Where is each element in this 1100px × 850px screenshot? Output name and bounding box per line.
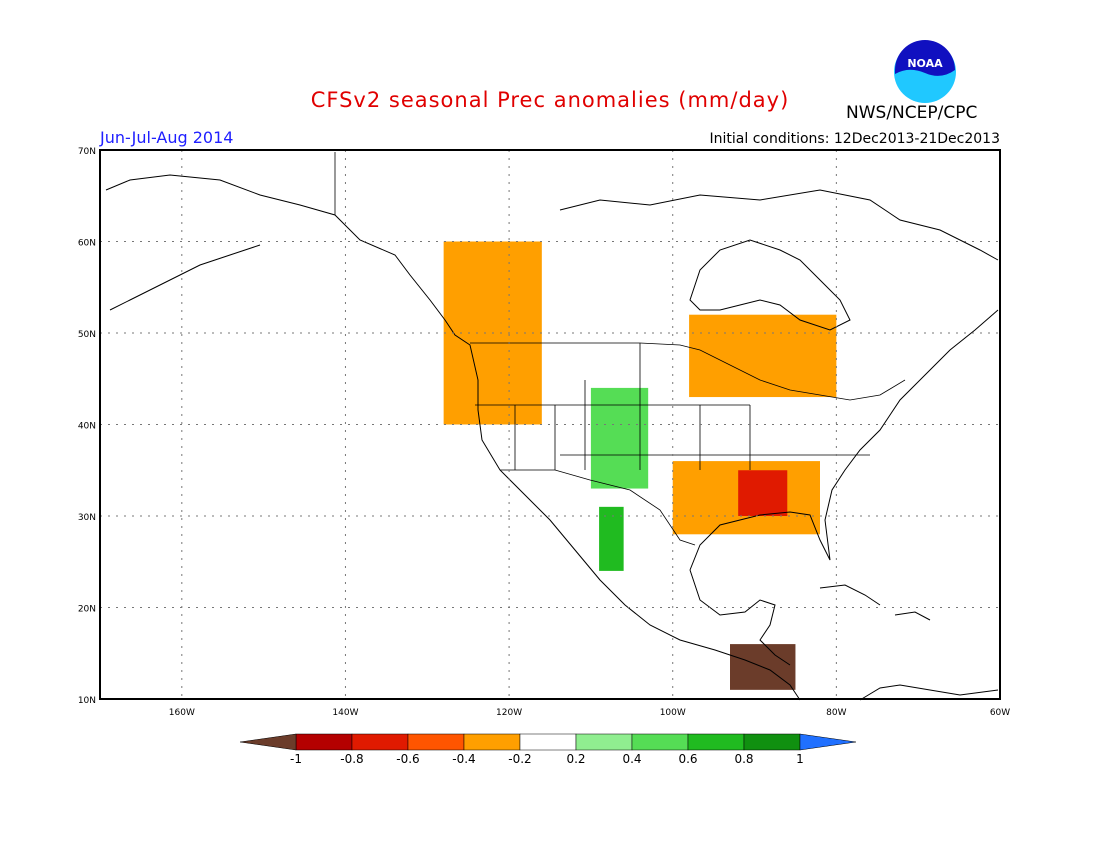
colorbar-swatch	[631, 733, 689, 751]
colorbar-swatch	[687, 733, 745, 751]
colorbar-swatch	[407, 733, 465, 751]
political-borders	[334, 152, 906, 546]
hispaniola	[894, 611, 931, 621]
colorbar-swatch	[575, 733, 633, 751]
colorbar-swatch	[351, 733, 409, 751]
map-title: CFSv2 seasonal Prec anomalies (mm/day)	[310, 88, 790, 112]
anomaly-region-1	[689, 314, 837, 398]
coastlines	[105, 174, 999, 701]
lon-label: 160W	[169, 708, 195, 718]
colorbar-high-arrow	[799, 733, 857, 751]
colorbar-swatch	[463, 733, 521, 751]
colorbar-swatch	[743, 733, 801, 751]
colorbar: -1 -0.8 -0.6 -0.4 -0.2 0.2 0.4 0.6 0.8 1	[239, 733, 857, 766]
lat-label: 50N	[78, 330, 96, 340]
colorbar-low-arrow	[239, 733, 297, 751]
arctic-islands	[559, 189, 999, 261]
colorbar-swatch	[519, 733, 577, 751]
us-state-lines	[475, 343, 870, 470]
season-label: Jun-Jul-Aug 2014	[100, 128, 234, 147]
lon-label: 60W	[990, 708, 1010, 718]
lat-label: 40N	[78, 422, 96, 432]
lat-label: 60N	[78, 239, 96, 249]
lat-label: 20N	[78, 605, 96, 615]
axis-labels: 70N 60N 50N 40N 30N 20N 10N 160W 140W 120W 100W 80W…	[78, 147, 1010, 718]
lon-label: 80W	[826, 708, 846, 718]
colorbar-label: -0.4	[452, 752, 475, 766]
colorbar-swatch	[295, 733, 353, 751]
initial-conditions-label: Initial conditions: 12Dec2013-21Dec2013	[709, 131, 1001, 147]
colorbar-label: 0.6	[678, 752, 697, 766]
colorbar-label: -0.8	[340, 752, 363, 766]
agency-label: NWS/NCEP/CPC	[846, 103, 978, 123]
colorbar-label: 0.8	[734, 752, 753, 766]
colorbar-label: 0.2	[566, 752, 585, 766]
gulf-coast	[689, 309, 999, 571]
colorbar-label: -0.2	[508, 752, 531, 766]
south-america-coast	[859, 684, 999, 701]
lat-label: 30N	[78, 513, 96, 523]
alaska-peninsula	[109, 244, 261, 311]
us-canada-border	[470, 342, 906, 401]
map-frame	[99, 149, 1001, 700]
noaa-logo: NOAA	[894, 40, 956, 103]
colorbar-label: 0.4	[622, 752, 641, 766]
colorbar-label: -0.6	[396, 752, 419, 766]
colorbar-label: -1	[290, 752, 302, 766]
colorbar-label: 1	[796, 752, 804, 766]
lon-label: 120W	[496, 708, 522, 718]
cuba	[819, 584, 881, 606]
anomaly-region-3	[738, 470, 788, 516]
lat-label: 70N	[78, 147, 96, 157]
anomaly-region-4	[590, 387, 649, 489]
lon-label: 140W	[332, 708, 358, 718]
north-america-coast	[105, 174, 801, 701]
anomaly-region-5	[599, 506, 624, 571]
lat-label: 10N	[78, 696, 96, 706]
noaa-logo-text: NOAA	[907, 57, 943, 70]
hudson-bay	[689, 239, 851, 331]
lon-label: 100W	[660, 708, 686, 718]
lat-lon-grid	[100, 150, 1000, 699]
